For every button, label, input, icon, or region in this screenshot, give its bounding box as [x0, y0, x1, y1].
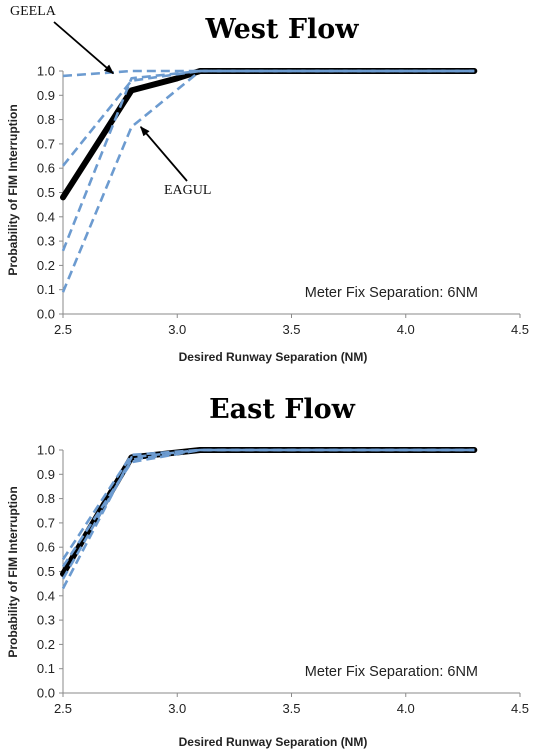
east-y-tick-label: 0.7: [37, 515, 55, 530]
east-x-tick-label: 2.5: [54, 701, 72, 716]
east-y-tick-label: 0.0: [37, 686, 55, 701]
west-x-tick-label: 4.0: [397, 322, 415, 337]
west-flow-xlabel: Desired Runway Separation (NM): [179, 350, 368, 364]
west-annotation-geela: GEELA: [10, 4, 57, 19]
east-y-tick-label: 0.8: [37, 491, 55, 506]
west-annotation-eagul: EAGUL: [164, 183, 211, 198]
west-y-tick-label: 0.9: [37, 88, 55, 103]
east-flow-ylabel: Probability of FIM Interruption: [6, 486, 20, 657]
west-fix-series-line-4: [61, 69, 475, 293]
west-y-tick-label: 0.5: [37, 185, 55, 200]
east-x-tick-label: 4.5: [511, 701, 529, 716]
east-fix-series-line-4: [61, 448, 475, 568]
east-flow-panel: East Flow Desired Runway Separation (NM)…: [6, 394, 529, 749]
east-x-tick-label: 4.0: [397, 701, 415, 716]
west-x-tick-label: 3.0: [168, 322, 186, 337]
west-x-tick-label: 2.5: [54, 322, 72, 337]
west-y-tick-label: 1.0: [37, 64, 55, 79]
west-y-tick-label: 0.1: [37, 282, 55, 297]
west-x-tick-label: 4.5: [511, 322, 529, 337]
east-fix-series-line-3: [61, 448, 475, 590]
east-flow-xlabel: Desired Runway Separation (NM): [179, 735, 368, 749]
east-y-tick-label: 0.3: [37, 613, 55, 628]
east-y-tick-label: 0.4: [37, 588, 55, 603]
east-y-tick-label: 1.0: [37, 443, 55, 458]
west-y-tick-label: 0.6: [37, 161, 55, 176]
west-y-tick-label: 0.3: [37, 234, 55, 249]
west-flow-ylabel: Probability of FIM Interruption: [6, 104, 20, 275]
east-flow-note: Meter Fix Separation: 6NM: [305, 664, 478, 680]
east-y-tick-label: 0.9: [37, 467, 55, 482]
west-fix-series-line-3: [61, 69, 475, 252]
west-y-tick-label: 0.4: [37, 209, 55, 224]
west-y-tick-label: 0.8: [37, 112, 55, 127]
west-flow-panel: West Flow Desired Runway Separation (NM)…: [6, 4, 529, 364]
east-y-tick-label: 0.1: [37, 661, 55, 676]
east-flow-title: East Flow: [209, 394, 356, 425]
west-x-tick-label: 3.5: [282, 322, 300, 337]
west-annotation-arrow-eagul: [140, 126, 188, 182]
west-flow-note: Meter Fix Separation: 6NM: [305, 285, 478, 301]
west-flow-title: West Flow: [204, 14, 359, 45]
west-y-tick-label: 0.0: [37, 307, 55, 322]
east-x-tick-label: 3.0: [168, 701, 186, 716]
east-x-tick-label: 3.5: [282, 701, 300, 716]
east-y-tick-label: 0.5: [37, 564, 55, 579]
west-overall-series-line: [60, 68, 478, 201]
west-fix-series-line-2: [61, 69, 475, 167]
west-y-tick-label: 0.2: [37, 258, 55, 273]
east-y-tick-label: 0.2: [37, 637, 55, 652]
west-annotation-arrow-geela: [53, 21, 115, 75]
west-y-tick-label: 0.7: [37, 136, 55, 151]
east-y-tick-label: 0.6: [37, 540, 55, 555]
